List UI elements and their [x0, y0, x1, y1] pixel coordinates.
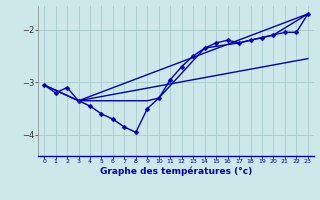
X-axis label: Graphe des températures (°c): Graphe des températures (°c) [100, 167, 252, 176]
